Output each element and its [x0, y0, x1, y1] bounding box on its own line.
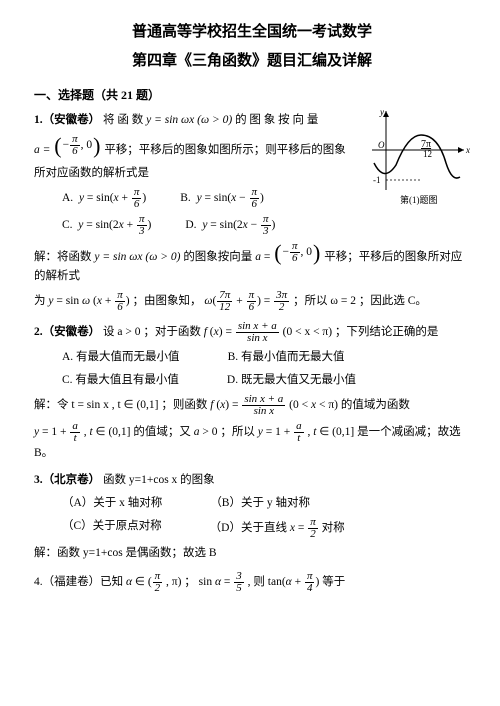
question-4: 4.（福建卷）已知 α ∈ (π2 , π) ； sin α = 35 , 则 …	[34, 571, 470, 594]
q1-choice-c: C. y = sin(2x + π3)	[62, 214, 151, 237]
q2-sol-a: 解：令 t = sin x , t ∈ (0,1] ；则函数	[34, 399, 210, 411]
q4-lead: 4.（福建卷）已知 α ∈ (π2 , π) ； sin α = 35 , 则 …	[34, 571, 470, 594]
q2-choices-row1: A. 有最大值而无最小值 B. 有最小值而无最大值	[62, 348, 470, 367]
q2-lead: 2.（安徽卷） 设 a > 0 ；对于函数 f (x) = sin x + as…	[34, 321, 470, 344]
q1-sol-l2c: ；所以 ω = 2 ；因此选 C。	[293, 295, 427, 307]
q1-choice-b: B. y = sin(x − π6)	[180, 187, 264, 210]
section-heading: 一、选择题（共 21 题）	[34, 86, 470, 106]
q2-choice-d: D. 既无最大值又无最小值	[227, 371, 356, 390]
q1-sol-c: 的图象按向量	[183, 251, 255, 263]
question-2: 2.（安徽卷） 设 a > 0 ；对于函数 f (x) = sin x + as…	[34, 321, 470, 463]
q1-text-b: 的 图 象 按 向 量	[235, 114, 318, 126]
svg-text:第(1)题图: 第(1)题图	[400, 194, 438, 205]
q2-choice-c: C. 有最大值且有最小值	[62, 371, 179, 390]
q3-text: 函数 y=1+cos x 的图象	[103, 474, 215, 486]
q3-label: 3.（北京卷）	[34, 474, 100, 486]
doc-title: 普通高等学校招生全国统一考试数学	[34, 20, 470, 45]
q3-choice-a: （A）关于 x 轴对称	[62, 494, 162, 513]
q1-vec-post: 平移；平移后的图象如图所示；则平移后的图象	[104, 144, 346, 156]
q3-choices-row2: （C）关于原点对称 （D）关于直线 x = π2 对称	[62, 517, 470, 540]
svg-text:12: 12	[423, 149, 432, 159]
q3-lead: 3.（北京卷） 函数 y=1+cos x 的图象	[34, 471, 470, 490]
q1-graph: 7π 12 O -1 x y 第(1)题图	[366, 105, 476, 205]
q4-label: 4.（福建卷）已知	[34, 576, 126, 588]
q1-choice-a: A. y = sin(x + π6)	[62, 187, 146, 210]
q2-label: 2.（安徽卷）	[34, 326, 100, 338]
q2-sol-line1: 解：令 t = sin x , t ∈ (0,1] ；则函数 f (x) = s…	[34, 394, 470, 417]
svg-text:O: O	[378, 140, 385, 150]
q2-choices-row2: C. 有最大值且有最小值 D. 既无最大值又无最小值	[62, 371, 470, 390]
q1-sol-l2a: 为	[34, 295, 48, 307]
q2-cond: (0 < x < π) ；下列结论正确的是	[283, 326, 439, 338]
q3-sol: 解：函数 y=1+cos 是偶函数；故选 B	[34, 544, 470, 563]
q1-text-a: 将 函 数	[103, 114, 146, 126]
svg-text:x: x	[465, 145, 470, 155]
doc-subtitle: 第四章《三角函数》题目汇编及详解	[34, 49, 470, 74]
q1-sol-line1: 解：将函数 y = sin ωx (ω > 0) 的图象按向量 a = ( −π…	[34, 241, 470, 286]
svg-text:y: y	[379, 107, 384, 117]
q2-choice-a: A. 有最大值而无最小值	[62, 348, 180, 367]
q1-sol-a: 解：将函数	[34, 251, 94, 263]
question-3: 3.（北京卷） 函数 y=1+cos x 的图象 （A）关于 x 轴对称 （B）…	[34, 471, 470, 563]
page-root: 普通高等学校招生全国统一考试数学 第四章《三角函数》题目汇编及详解 一、选择题（…	[0, 0, 500, 608]
q2-sol-line2: y = 1 + at , t ∈ (0,1] 的值域；又 a > 0 ；所以 y…	[34, 421, 470, 463]
q2-sol-b: 的值域为函数	[341, 399, 410, 411]
q1-choice-d: D. y = sin(2x − π3)	[185, 214, 275, 237]
q2-choice-b: B. 有最小值而无最大值	[228, 348, 345, 367]
q1-label: 1.（安徽卷）	[34, 114, 100, 126]
q1-func: y = sin ωx (ω > 0)	[146, 114, 232, 126]
q2-text-a: 设 a > 0 ；对于函数	[103, 326, 204, 338]
q1-sol-func: y = sin ωx (ω > 0)	[94, 251, 180, 263]
q3-choices-row1: （A）关于 x 轴对称 （B）关于 y 轴对称	[62, 494, 470, 513]
q1-sol-line2: 为 y = sin ω (x + π6) ；由图象知， ω(7π12 + π6)…	[34, 290, 470, 313]
svg-text:-1: -1	[373, 175, 381, 185]
question-1: 7π 12 O -1 x y 第(1)题图 1.（安徽卷） 将 函 数 y = …	[34, 111, 470, 313]
q3-choice-c: （C）关于原点对称	[62, 517, 162, 540]
q3-choice-d: （D）关于直线 x = π2 对称	[210, 517, 345, 540]
q3-choice-b: （B）关于 y 轴对称	[210, 494, 310, 513]
q1-sol-l2b: ；由图象知，	[132, 295, 201, 307]
q1-choices-row2: C. y = sin(2x + π3) D. y = sin(2x − π3)	[62, 214, 470, 237]
